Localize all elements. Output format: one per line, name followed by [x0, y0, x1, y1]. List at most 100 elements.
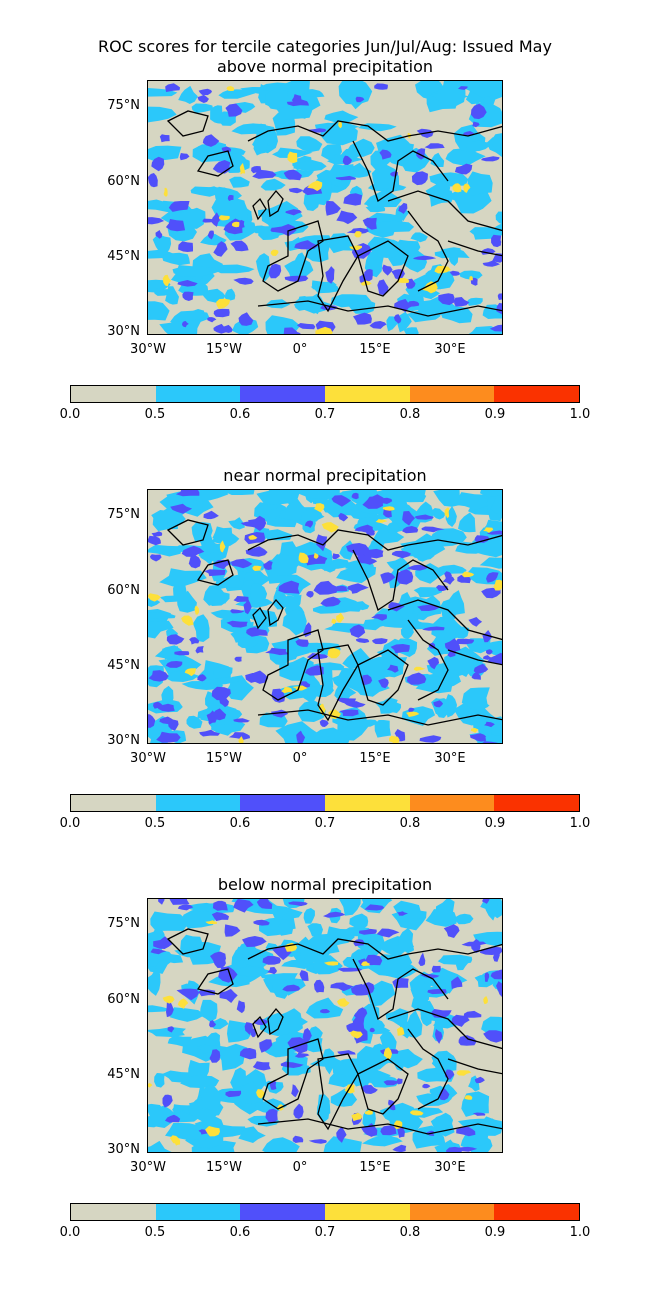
- colorbar-label: 1.0: [569, 407, 591, 422]
- score-patch: [364, 656, 395, 679]
- score-patch: [472, 1112, 486, 1116]
- score-patch: [354, 524, 376, 533]
- score-patch: [213, 666, 233, 680]
- score-patch: [332, 553, 340, 560]
- score-patch: [314, 503, 325, 513]
- score-patch: [278, 580, 300, 594]
- score-patch: [230, 609, 245, 614]
- score-patch: [239, 1048, 257, 1060]
- lat-tick: 60°N: [107, 174, 140, 189]
- coastline: [317, 235, 359, 313]
- colorbar-label: 0.9: [484, 816, 506, 831]
- lon-tick: 15°W: [206, 342, 242, 357]
- score-patch: [486, 649, 493, 655]
- score-patch: [463, 1010, 482, 1018]
- score-patch: [216, 298, 231, 310]
- score-patch: [159, 716, 175, 724]
- score-patch: [406, 672, 427, 685]
- score-patch: [437, 1057, 455, 1065]
- score-patch: [271, 905, 303, 920]
- score-patch: [229, 176, 250, 188]
- score-patch: [424, 143, 445, 149]
- score-patch: [148, 535, 161, 546]
- score-patch: [461, 941, 487, 947]
- colorbar-bin: [325, 386, 410, 402]
- score-patch: [291, 94, 302, 103]
- coastline: [262, 220, 324, 292]
- score-patch: [216, 1043, 248, 1071]
- score-patch: [245, 546, 268, 557]
- score-patch: [177, 590, 197, 613]
- score-patch: [202, 218, 216, 223]
- score-patch: [324, 961, 339, 966]
- score-patch: [425, 909, 457, 927]
- colorbar-bin: [240, 386, 326, 402]
- score-patch: [320, 1009, 330, 1014]
- score-patch: [304, 520, 313, 528]
- score-patch: [197, 674, 207, 682]
- score-patch: [493, 579, 502, 591]
- score-patch: [165, 286, 179, 305]
- coastline: [196, 559, 234, 586]
- score-patch: [225, 103, 243, 117]
- colorbar-bin: [71, 795, 156, 811]
- map-below-normal: [147, 898, 503, 1153]
- score-patch: [233, 899, 254, 913]
- score-patch: [307, 933, 340, 954]
- score-patch: [219, 695, 229, 708]
- score-patch: [466, 140, 490, 152]
- score-patch: [360, 1026, 391, 1035]
- map-above-normal: [147, 80, 503, 335]
- score-patch: [372, 527, 405, 544]
- coastline: [252, 606, 267, 630]
- score-patch: [484, 972, 490, 982]
- score-patch: [262, 1137, 300, 1152]
- score-patch: [424, 967, 453, 990]
- score-patch: [463, 183, 471, 193]
- score-patch: [233, 277, 254, 285]
- score-patch: [349, 624, 366, 638]
- score-patch: [480, 490, 502, 497]
- score-patch: [406, 564, 429, 571]
- score-patch: [413, 587, 443, 598]
- score-patch: [188, 309, 205, 320]
- score-patch: [280, 1061, 304, 1068]
- score-patch: [312, 605, 356, 614]
- score-patch: [328, 233, 354, 254]
- score-patch: [339, 709, 359, 717]
- score-patch: [166, 634, 185, 645]
- score-patch: [346, 543, 369, 558]
- score-patch: [470, 728, 479, 733]
- score-patch: [270, 709, 289, 718]
- colorbar-label: 0.5: [144, 407, 166, 422]
- score-patch: [277, 919, 294, 936]
- score-patch: [352, 1015, 365, 1031]
- score-patch: [268, 263, 282, 279]
- score-patch: [315, 326, 333, 334]
- coastline: [407, 619, 449, 701]
- score-patch: [376, 928, 400, 938]
- score-patch: [265, 89, 290, 111]
- score-patch: [419, 735, 442, 743]
- score-patch: [305, 997, 344, 1019]
- coastline: [447, 240, 502, 257]
- score-patch: [148, 1027, 186, 1037]
- score-patch: [234, 656, 242, 662]
- score-patch: [354, 231, 362, 238]
- colorbar-label: 0.8: [399, 816, 421, 831]
- score-patch: [337, 967, 363, 972]
- score-patch: [393, 314, 402, 324]
- score-patch: [416, 148, 426, 160]
- score-patch: [248, 534, 258, 540]
- score-patch: [175, 490, 200, 497]
- score-patch: [427, 656, 440, 670]
- lon-tick: 30°W: [130, 342, 166, 357]
- score-patch: [163, 187, 168, 197]
- score-patch: [434, 1029, 443, 1044]
- score-patch: [331, 618, 337, 625]
- score-patch: [471, 672, 481, 680]
- colorbar-bin: [155, 386, 241, 402]
- lat-tick: 75°N: [107, 98, 140, 113]
- score-patch: [436, 81, 466, 107]
- score-patch: [325, 200, 341, 216]
